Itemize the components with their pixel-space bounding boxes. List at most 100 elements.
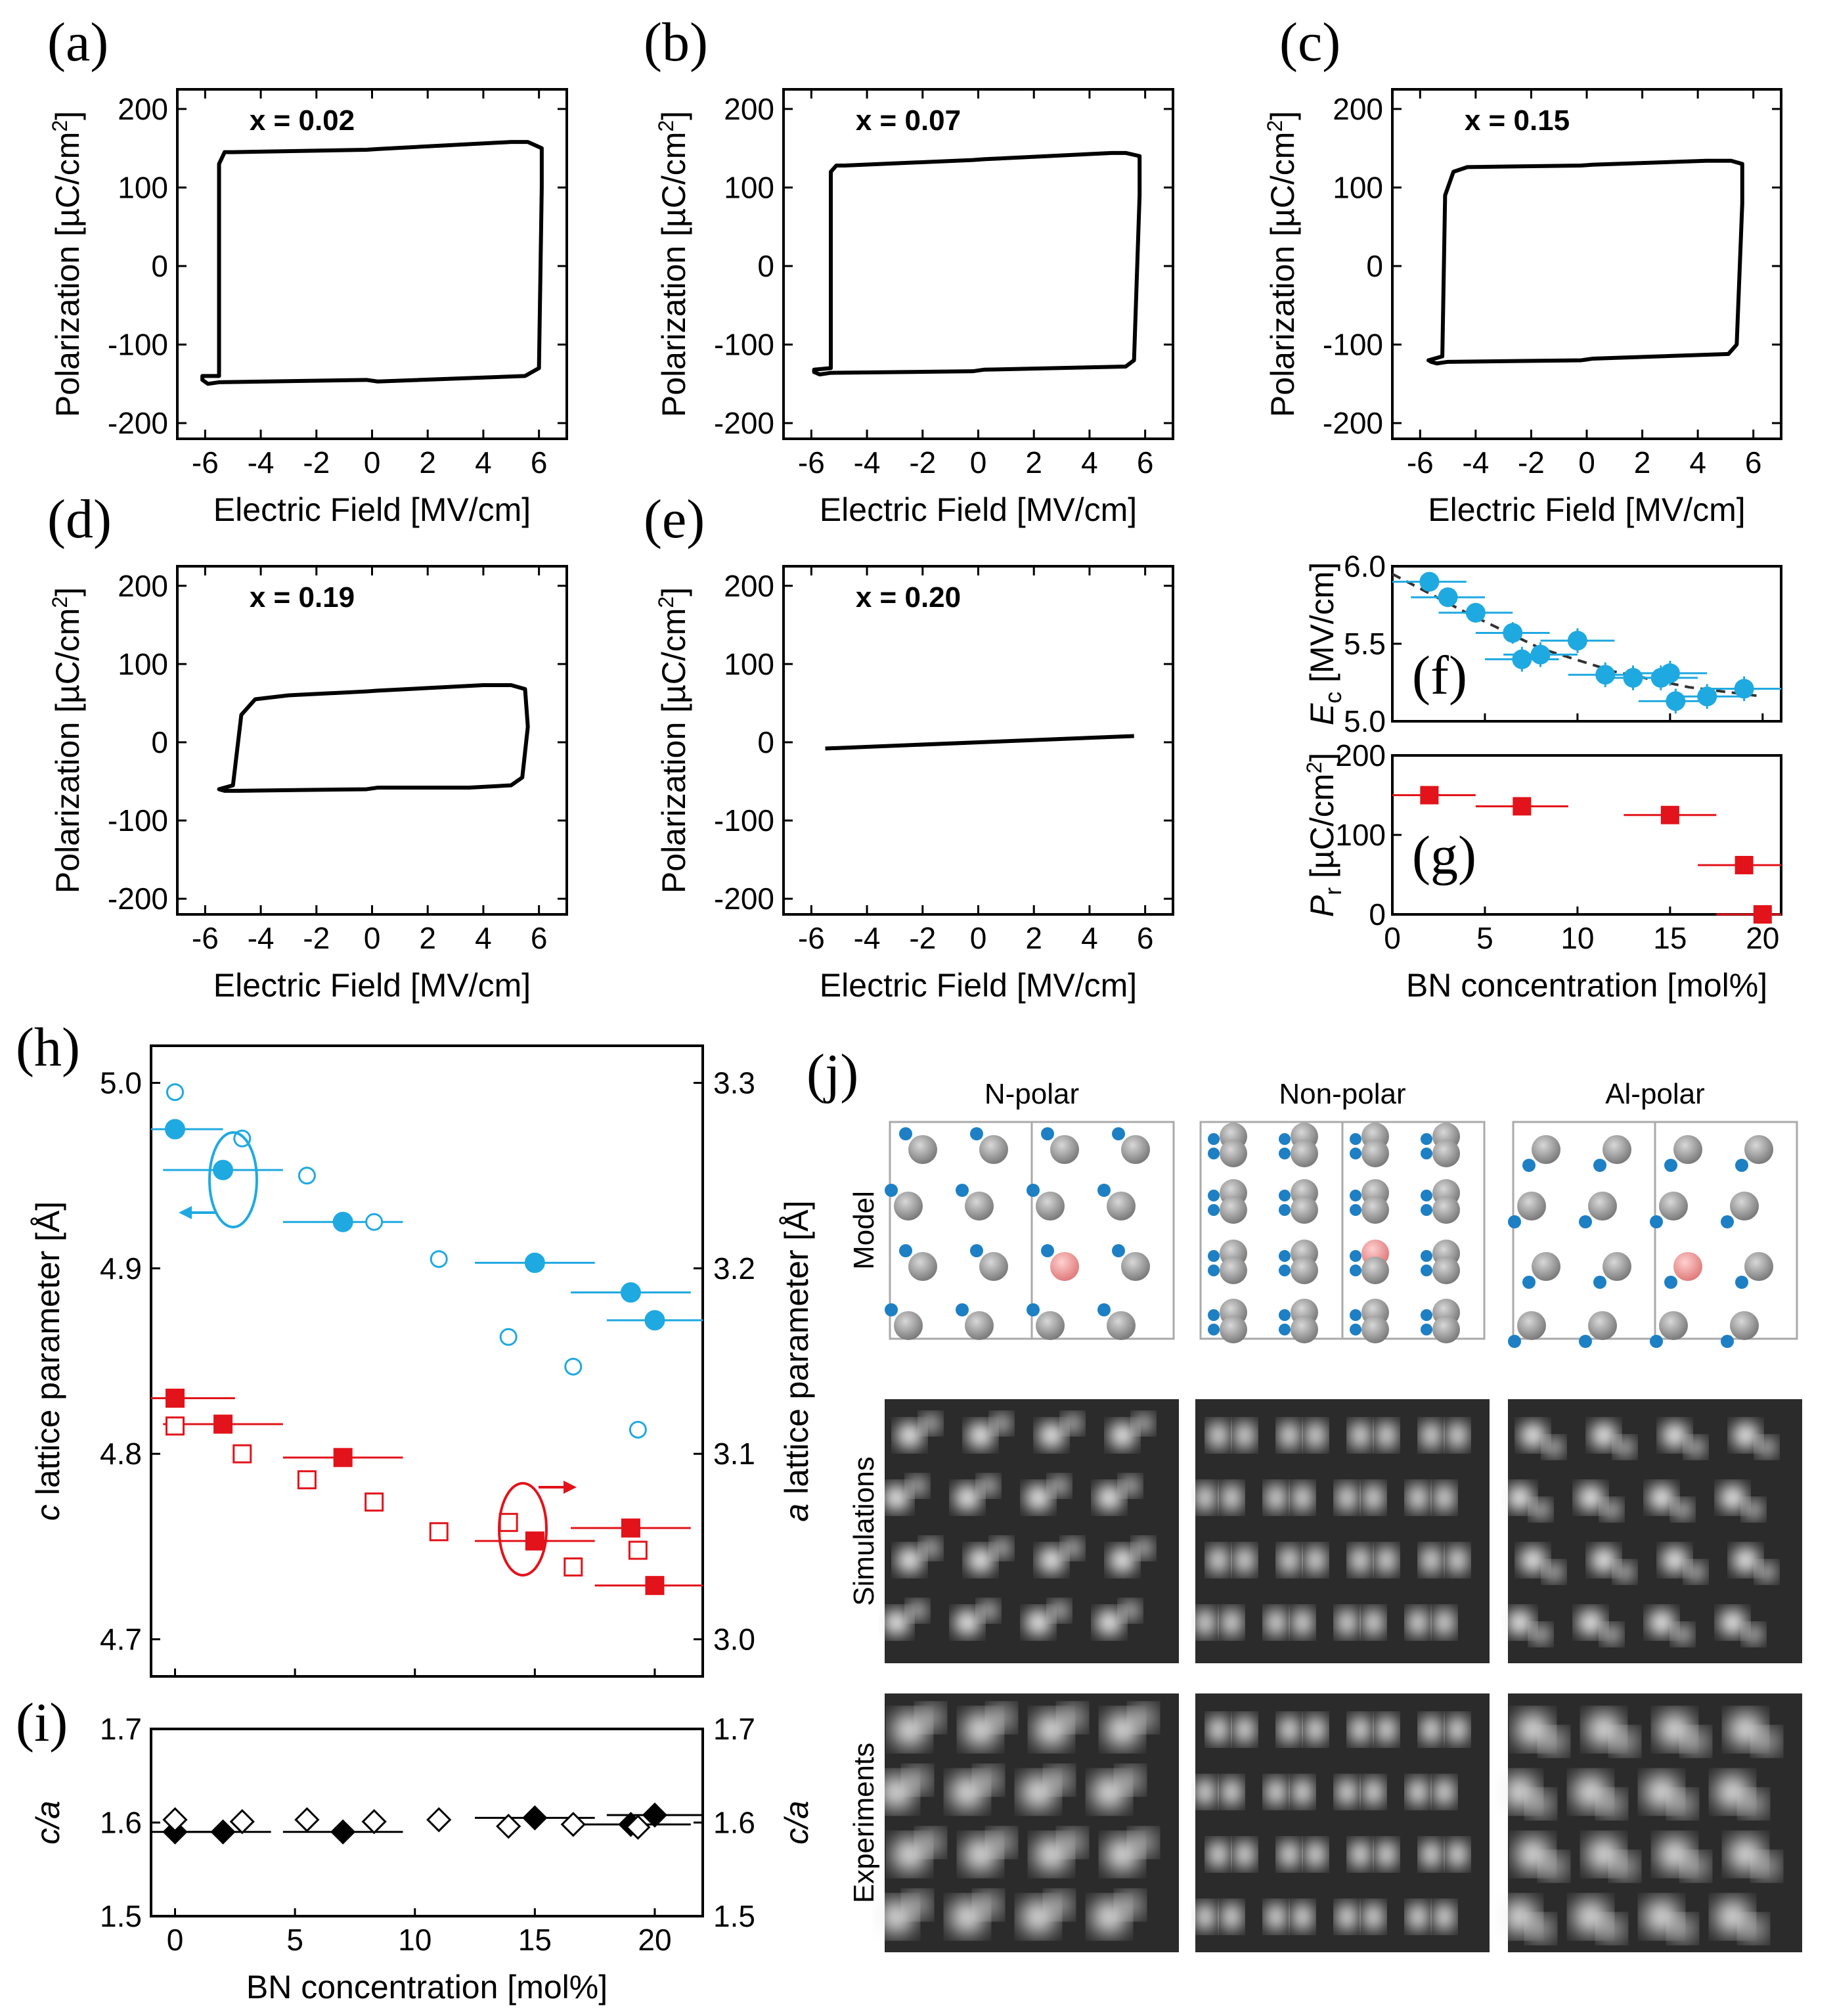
atom-column [1235,1716,1254,1743]
metal-atom [1220,1140,1247,1167]
atom-column [1719,1609,1746,1636]
atom-column [1542,1730,1566,1753]
data-point [426,1807,452,1833]
nitrogen-atom [1350,1133,1361,1145]
data-point [429,1522,449,1542]
y-tick-label: 0 [151,249,168,283]
atom-column [1687,1563,1705,1581]
nitrogen-atom [1664,1276,1677,1289]
metal-atom [908,1252,937,1281]
atom-column [1591,1422,1617,1448]
nitrogen-atom [885,1184,898,1197]
atom-column [1658,1713,1692,1747]
bracket: ] [49,587,86,596]
atom-column [979,1602,998,1620]
data-point [330,1819,356,1845]
y-axis-label: c lattice parameter [Å] [30,1201,66,1521]
x-tick-label: 4 [1689,445,1706,480]
atom-column [1408,1904,1428,1930]
atom-column [1600,1792,1624,1816]
atom-column [1408,1779,1428,1805]
hysteresis-loop [200,140,544,386]
nitrogen-atom [1522,1276,1536,1289]
atom-column [1603,1625,1621,1644]
nitrogen-atom [1027,1303,1040,1316]
atom-column [906,1768,929,1792]
nitrogen-atom [885,1303,898,1316]
label-text: lattice parameter [Å] [778,1200,815,1503]
x-axis-label: Electric Field [MV/cm] [213,967,531,1004]
nitrogen-atom [1522,1159,1536,1172]
atom-column [1648,1609,1675,1636]
atom-column [1434,1485,1454,1511]
data-point [560,1812,586,1837]
y2-axis-label: c/a [778,1801,815,1845]
x-tick-label: 4 [475,445,492,480]
atom-column [1434,1904,1454,1930]
y-tick-label: -100 [1323,328,1383,362]
y-tick-label: 100 [1335,818,1386,852]
panel-letter: (g) [1412,825,1476,886]
nitrogen-atom [970,1244,983,1257]
y-tick-label: 200 [1333,92,1383,126]
atom-column [893,1713,927,1747]
atom-column [1421,1422,1441,1448]
y-tick-label: 5.0 [1344,704,1386,738]
y-tick-label: 1.6 [100,1806,142,1840]
atom-column [1293,1779,1312,1805]
atom-column [1306,1841,1325,1868]
metal-atom [1291,1257,1318,1284]
atom-column [1448,1716,1467,1743]
data-point [1660,805,1679,824]
atom-column [1448,1841,1467,1868]
nitrogen-atom [1508,1335,1521,1348]
model-n-polar [885,1121,1175,1340]
panel-letter: (b) [644,12,708,73]
metal-atom [1291,1140,1318,1167]
y-axis-label: Polarization [µC/cm2] [654,587,692,893]
atom-column [1758,1438,1776,1456]
metal-atom [1603,1252,1631,1281]
atom-column [1109,1422,1136,1448]
composition-label: x = 0.20 [856,581,961,614]
x-tick-label: 6 [1137,921,1154,955]
y2-tick-label: 3.3 [713,1065,755,1100]
nitrogen-atom [1097,1303,1111,1316]
data-point [365,1492,384,1512]
y-tick-label: 200 [1335,738,1386,773]
atom-column [1350,1547,1370,1573]
metal-atom [1220,1257,1247,1284]
x-axis-label: Electric Field [MV/cm] [820,491,1137,528]
y-tick-label: 1.5 [100,1899,142,1933]
atom-column [1235,1422,1254,1448]
atom-column [1235,1547,1254,1573]
y-tick-label: 5.5 [1344,627,1386,661]
atom-column [1048,1893,1071,1917]
atom-column [1729,1837,1763,1871]
y-tick-label: 0 [757,725,774,759]
panel-j: (j) N-polar Non-polar Al-polar Model Simulati… [807,1043,1802,1952]
x-tick-label: 0 [1384,921,1401,955]
superscript: 2 [654,120,678,132]
atom-column [908,1477,927,1495]
nitrogen-atom [1041,1244,1054,1257]
metal-atom [965,1311,994,1340]
data-point [166,1388,185,1408]
x-axis-label: Electric Field [MV/cm] [1428,491,1745,528]
atom-column [1529,1792,1553,1816]
nitrogen-atom [1721,1335,1734,1348]
y-tick-label: -200 [714,406,774,440]
atom-column [1134,1414,1153,1433]
data-point [1503,623,1523,643]
data-point [365,1213,384,1231]
atom-column [1755,1730,1779,1753]
nitrogen-atom [1350,1324,1361,1335]
atom-column [1105,1837,1139,1871]
data-point [210,1819,236,1845]
x-tick-label: 10 [1560,921,1594,955]
x-tick-label: 5 [286,1923,303,1957]
atom-column [896,1422,923,1448]
data-point [644,1310,665,1331]
metal-atom [1121,1252,1150,1281]
y-tick-label: 5.0 [100,1065,142,1100]
